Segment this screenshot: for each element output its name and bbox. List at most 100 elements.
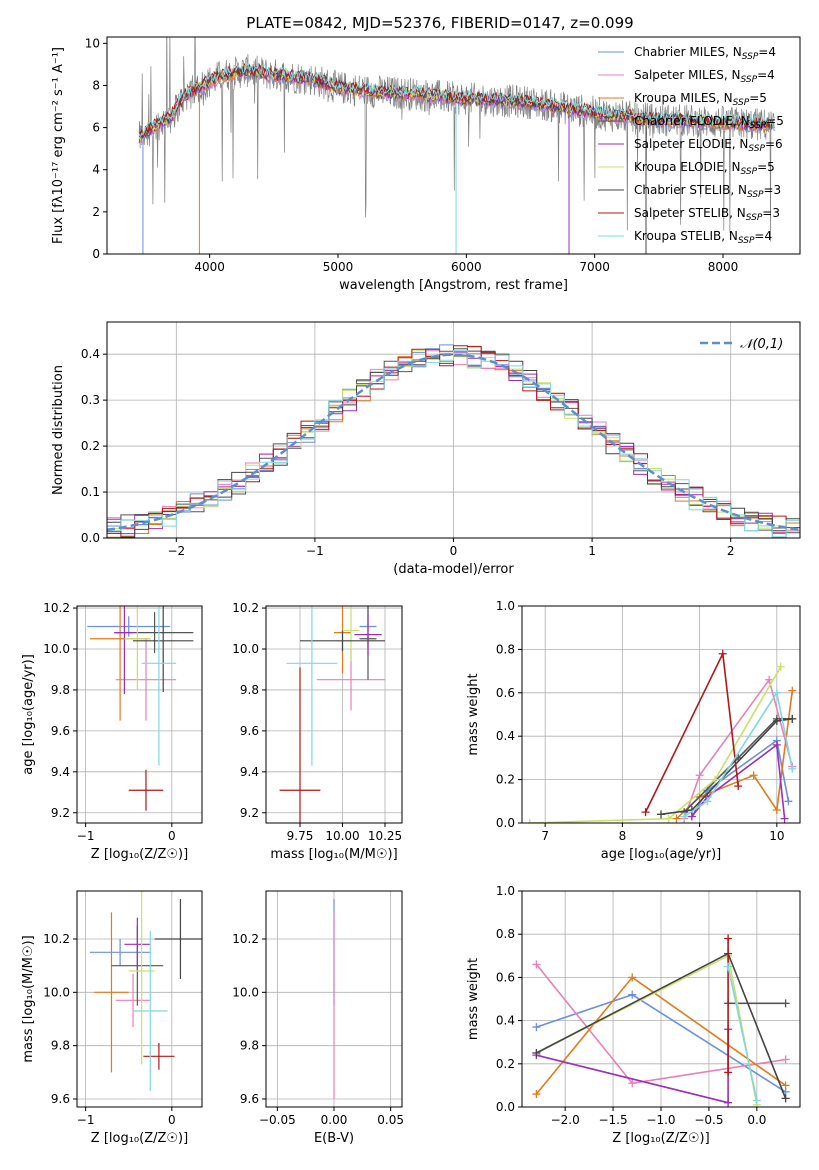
y-tick-label: 0.2: [496, 773, 515, 787]
y-tick-label: 0.8: [496, 642, 515, 656]
massweight-point-marker: [532, 1049, 541, 1057]
y-tick-label: 0.3: [81, 393, 100, 407]
x-tick-label: 0.05: [377, 1113, 404, 1127]
massweight-series-line: [660, 718, 793, 816]
y-tick-label: 9.4: [240, 765, 259, 779]
y-tick-label: 10.0: [232, 642, 259, 656]
y-axis-label: age [log₁₀(age/yr)]: [21, 654, 36, 775]
massweight-point-marker: [781, 1094, 790, 1103]
massweight-point-marker: [788, 714, 797, 723]
x-tick-label: −0.5: [694, 1113, 723, 1127]
legend-label: Salpeter STELIB, NSSP=3: [634, 206, 780, 223]
y-tick-label: 0.8: [496, 927, 515, 941]
x-axis-label: Z [log₁₀(Z/Z☉)]: [612, 1131, 709, 1146]
x-tick-label: −2: [167, 544, 185, 558]
x-tick-label: 8000: [708, 260, 739, 274]
massweight-point-marker: [711, 775, 720, 784]
massweight-point-marker: [765, 675, 774, 684]
massweight-point-marker: [695, 771, 704, 780]
y-tick-label: 10: [85, 36, 100, 50]
massweight-point-marker: [680, 812, 689, 821]
y-tick-label: 0.4: [81, 347, 100, 361]
y-tick-label: 6: [92, 121, 100, 135]
x-axis-label: Z [log₁₀(Z/Z☉)]: [91, 847, 188, 862]
x-tick-label: −1: [306, 544, 324, 558]
x-axis-label: wavelength [Angstrom, rest frame]: [339, 278, 568, 293]
massweight-point-marker: [532, 1023, 541, 1032]
massweight-series-line: [529, 666, 782, 823]
x-tick-label: 8: [619, 829, 627, 843]
axes-frame: [76, 890, 203, 1108]
x-tick-label: 0: [168, 829, 176, 843]
panel-residuals: −2 −1 0 1 2 0.0 0.1 0.2 0.3 0.4 (data-model)/error…: [51, 321, 801, 577]
plot-area: [107, 344, 800, 538]
y-tick-label: 9.6: [240, 724, 259, 738]
massweight-point-marker: [772, 740, 781, 749]
y-tick-label: 0.2: [81, 439, 100, 453]
x-tick-label: −2.0: [551, 1113, 580, 1127]
panel-massweight-vs-age: 7 8 9 10 0.0 0.2 0.4 0.6 0.8 1.0 age [log₁₀(age/yr…: [466, 599, 801, 862]
y-axis-label: mass [log₁₀(M/M☉)]: [21, 935, 36, 1062]
massweight-point-marker: [772, 805, 781, 814]
panel-age-vs-Z: −1 0 9.2 9.4 9.6 9.8 10.0 10.2 Z [log₁₀(Z/Z☉)] ag…: [21, 601, 203, 862]
gaussian-legend-label: 𝒩(0,1): [740, 337, 783, 352]
legend-label: Salpeter MILES, NSSP=4: [634, 68, 775, 85]
legend-label: Kroupa MILES, NSSP=5: [634, 91, 767, 108]
y-tick-label: 9.8: [240, 683, 259, 697]
x-tick-label: 2: [727, 544, 735, 558]
histogram-series: [107, 350, 800, 538]
y-tick-label: 9.4: [51, 765, 70, 779]
y-tick-label: 0.4: [496, 1014, 515, 1028]
massweight-point-marker: [703, 797, 712, 806]
x-tick-label: 4000: [194, 260, 225, 274]
y-tick-label: 9.6: [51, 1092, 70, 1106]
x-tick-label: 7: [541, 829, 549, 843]
y-tick-label: 0.4: [496, 729, 515, 743]
legend-label: Chabrier STELIB, NSSP=3: [634, 183, 781, 200]
massweight-series-line: [683, 690, 794, 818]
massweight-point-marker: [641, 808, 650, 817]
y-tick-label: 0.6: [496, 686, 515, 700]
x-tick-label: 9.75: [287, 829, 314, 843]
panel-massweight-vs-Z: −2.0 −1.5 −1.0 −0.5 0.0 0.0 0.2 0.4 0.6 0.8 1.0 Z […: [466, 884, 801, 1146]
x-tick-label: 10: [769, 829, 784, 843]
spectrum-model-line: [138, 61, 775, 140]
massweight-point-marker: [781, 999, 790, 1008]
massweight-point-marker: [628, 990, 637, 999]
plot-area: [89, 891, 202, 1091]
y-tick-label: 8: [92, 78, 100, 92]
legend-label: Salpeter ELODIE, NSSP=6: [634, 137, 783, 154]
x-tick-label: −1.0: [646, 1113, 675, 1127]
x-axis-label: E(B-V): [314, 1131, 354, 1146]
x-tick-label: −1: [77, 1113, 95, 1127]
y-tick-label: 10.2: [43, 601, 70, 615]
y-tick-label: 10.2: [232, 601, 259, 615]
y-tick-label: 0.6: [496, 970, 515, 984]
massweight-point-marker: [718, 649, 727, 658]
x-tick-label: 10.00: [325, 829, 359, 843]
legend-label: Chabrier MILES, NSSP=4: [634, 45, 776, 62]
y-tick-label: 0.0: [81, 531, 100, 545]
x-axis-label: Z [log₁₀(Z/Z☉)]: [91, 1131, 188, 1146]
massweight-point-marker: [788, 686, 797, 695]
axes-frame: [265, 605, 403, 824]
legend-label: Kroupa ELODIE, NSSP=5: [634, 160, 775, 177]
x-tick-label: 0: [450, 544, 458, 558]
massweight-point-marker: [734, 782, 743, 791]
y-tick-label: 9.2: [51, 806, 70, 820]
y-tick-label: 10.2: [232, 932, 259, 946]
massweight-point-marker: [752, 1096, 761, 1105]
x-axis-label: (data-model)/error: [393, 562, 514, 577]
plot-area: [87, 606, 194, 811]
massweight-point-marker: [788, 764, 797, 773]
y-tick-label: 1.0: [496, 884, 515, 898]
massweight-point-marker: [525, 819, 534, 823]
massweight-point-marker: [628, 1079, 637, 1088]
massweight-point-marker: [780, 814, 789, 823]
y-tick-label: 1.0: [496, 599, 515, 613]
y-tick-label: 10.2: [43, 932, 70, 946]
y-tick-label: 10.0: [43, 985, 70, 999]
massweight-series-line: [683, 677, 794, 819]
plot-area: [532, 934, 790, 1107]
panel-mass-vs-EBV: −0.05 0.00 0.05 9.6 9.8 10.0 10.2 E(B-V): [232, 890, 404, 1146]
